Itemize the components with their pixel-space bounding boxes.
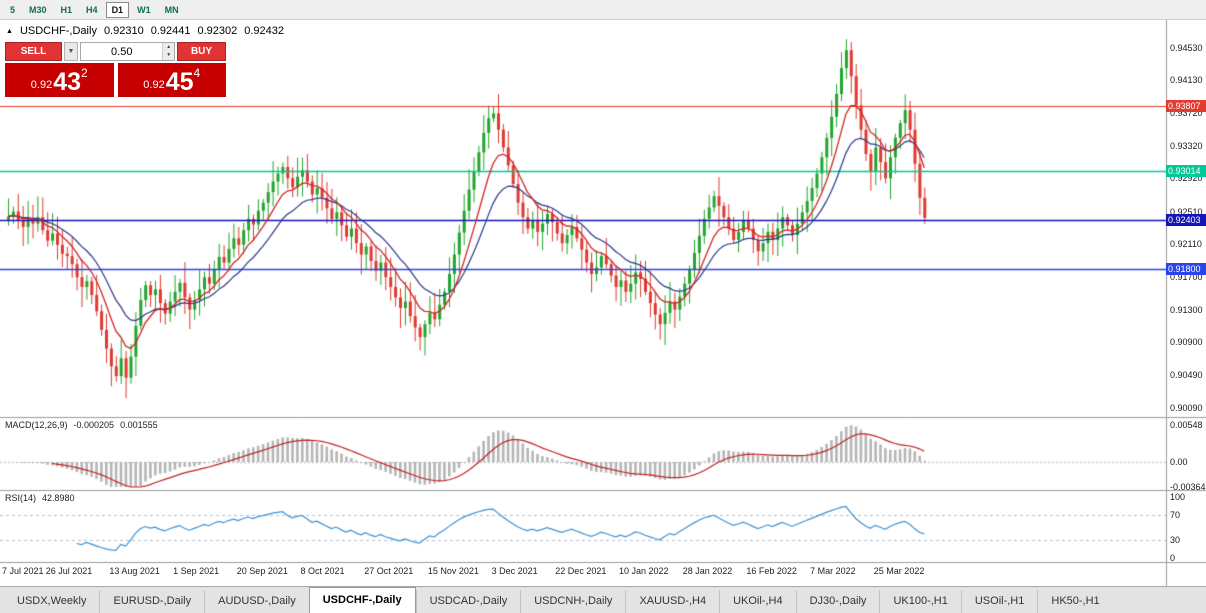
timeframe-button-5[interactable]: 5 bbox=[4, 2, 21, 18]
volume-stepper-up[interactable]: ▲ bbox=[163, 43, 174, 52]
rsi-axis-label: 30 bbox=[1170, 534, 1181, 545]
order-options-dropdown[interactable]: ▼ bbox=[64, 42, 78, 61]
ohlc-close: 0.92432 bbox=[244, 25, 284, 37]
date-label: 15 Nov 2021 bbox=[427, 566, 479, 576]
rsi-axis-label: 0 bbox=[1170, 553, 1176, 563]
ohlc-high: 0.92441 bbox=[150, 25, 191, 37]
price-axis-label: 0.94530 bbox=[1170, 42, 1203, 53]
sell-price-big: 43 bbox=[53, 68, 82, 97]
volume-stepper: ▲ ▼ bbox=[162, 43, 174, 60]
macd-signal-value: 0.001555 bbox=[120, 420, 158, 430]
date-label: 22 Dec 2021 bbox=[555, 566, 607, 576]
rsi-value: 42.8980 bbox=[42, 493, 75, 503]
timeframe-bar: 5 M30 H1 H4 D1 W1 MN bbox=[0, 0, 1206, 20]
chevron-down-icon: ▼ bbox=[67, 48, 75, 55]
date-label: 10 Jan 2022 bbox=[619, 566, 669, 576]
rsi-axis-label: 70 bbox=[1170, 510, 1181, 521]
timeframe-button-w1[interactable]: W1 bbox=[131, 2, 157, 18]
chart-tab-eurusd-daily[interactable]: EURUSD-,Daily bbox=[99, 590, 204, 613]
timeframe-button-h4[interactable]: H4 bbox=[80, 2, 104, 18]
chart-tab-dj30-daily[interactable]: DJ30-,Daily bbox=[795, 590, 880, 613]
date-label: 7 Jul 2021 bbox=[2, 566, 44, 576]
buy-button[interactable]: BUY bbox=[177, 42, 226, 61]
macd-axis-label: 0.00548 bbox=[1170, 419, 1203, 430]
macd-indicator-label: MACD(12,26,9) -0.000205 0.001555 bbox=[5, 420, 158, 430]
price-line-label: 0.92403 bbox=[1166, 214, 1206, 227]
timeframe-button-d1[interactable]: D1 bbox=[105, 1, 130, 18]
macd-title-text: MACD(12,26,9) bbox=[5, 420, 68, 430]
chart-tab-usoil-h1[interactable]: USOil-,H1 bbox=[960, 590, 1038, 613]
timeframe-button-mn[interactable]: MN bbox=[159, 2, 185, 18]
price-axis-label: 0.90490 bbox=[1170, 370, 1203, 381]
chart-tab-bar: USDX,Weekly EURUSD-,Daily AUDUSD-,Daily USD… bbox=[0, 586, 1206, 613]
symbol-header: ▲ USDCHF-,Daily 0.92310 0.92441 0.92302 … bbox=[6, 25, 284, 37]
price-axis-label: 0.91300 bbox=[1170, 304, 1203, 315]
sell-price-box[interactable]: 0.92 43 2 bbox=[5, 63, 114, 97]
macd-value: -0.000205 bbox=[73, 420, 115, 430]
date-label: 26 Jul 2021 bbox=[45, 566, 93, 576]
date-label: 20 Sep 2021 bbox=[236, 566, 288, 576]
price-line-label: 0.91800 bbox=[1166, 263, 1206, 276]
price-line-label: 0.93014 bbox=[1166, 164, 1206, 177]
sell-price-prefix: 0.92 bbox=[30, 79, 53, 92]
volume-input[interactable] bbox=[81, 43, 163, 60]
ohlc-low: 0.92302 bbox=[197, 25, 238, 37]
buy-price-sup: 4 bbox=[193, 66, 201, 80]
date-label: 8 Oct 2021 bbox=[300, 566, 345, 576]
rsi-title-text: RSI(14) bbox=[5, 493, 37, 503]
date-label: 27 Oct 2021 bbox=[364, 566, 414, 576]
price-axis-label: 0.90900 bbox=[1170, 337, 1203, 348]
price-axis-label: 0.92510 bbox=[1170, 206, 1203, 217]
date-label: 3 Dec 2021 bbox=[491, 566, 538, 576]
price-axis-label: 0.94130 bbox=[1170, 75, 1203, 86]
chart-tab-usdcnh-daily[interactable]: USDCNH-,Daily bbox=[520, 590, 625, 613]
chart-tab-usdchf-daily[interactable]: USDCHF-,Daily bbox=[308, 587, 416, 613]
timeframe-button-h1[interactable]: H1 bbox=[55, 2, 79, 18]
one-click-trade-panel: SELL ▼ ▲ ▼ BUY 0.92 43 2 0.92 45 bbox=[5, 42, 226, 97]
chart-tab-usdx-weekly[interactable]: USDX,Weekly bbox=[17, 595, 87, 607]
price-axis-label: 0.93720 bbox=[1170, 108, 1203, 119]
sell-button[interactable]: SELL bbox=[5, 42, 62, 61]
price-axis-label: 0.92110 bbox=[1170, 238, 1202, 249]
volume-control: ▲ ▼ bbox=[80, 42, 175, 61]
macd-axis-label: -0.00364 bbox=[1170, 481, 1206, 492]
chart-region: ▲ USDCHF-,Daily 0.92310 0.92441 0.92302 … bbox=[0, 20, 1206, 586]
macd-axis-label: 0.00 bbox=[1170, 457, 1188, 467]
rsi-indicator-label: RSI(14) 42.8980 bbox=[5, 493, 75, 503]
chart-tab-uk100-h1[interactable]: UK100-,H1 bbox=[879, 590, 960, 613]
date-label: 25 Mar 2022 bbox=[873, 566, 925, 576]
price-axis-label: 0.90090 bbox=[1170, 402, 1203, 413]
chart-tab-xauusd-h4[interactable]: XAUUSD-,H4 bbox=[625, 590, 719, 613]
buy-price-prefix: 0.92 bbox=[143, 79, 165, 92]
sell-price-sup: 2 bbox=[81, 66, 88, 80]
symbol-marker-icon: ▲ bbox=[6, 27, 13, 35]
buy-price-big: 45 bbox=[165, 68, 194, 97]
symbol-name: USDCHF-,Daily bbox=[19, 25, 97, 37]
date-label: 1 Sep 2021 bbox=[173, 566, 220, 576]
price-axis-label: 0.91700 bbox=[1170, 272, 1203, 283]
date-label: 7 Mar 2022 bbox=[810, 566, 856, 576]
ohlc-open: 0.92310 bbox=[103, 25, 144, 37]
rsi-axis-label: 100 bbox=[1170, 492, 1186, 502]
trade-panel-controls: SELL ▼ ▲ ▼ BUY bbox=[5, 42, 226, 61]
volume-stepper-down[interactable]: ▼ bbox=[163, 51, 174, 60]
chart-tab-hk50-h1[interactable]: HK50-,H1 bbox=[1037, 590, 1112, 613]
price-line-label: 0.93807 bbox=[1166, 100, 1206, 113]
price-axis-label: 0.93320 bbox=[1170, 140, 1203, 151]
chart-tab-audusd-daily[interactable]: AUDUSD-,Daily bbox=[204, 590, 309, 613]
chart-tab-usdcad-daily[interactable]: USDCAD-,Daily bbox=[415, 590, 521, 613]
date-label: 13 Aug 2021 bbox=[109, 566, 160, 576]
timeframe-button-m30[interactable]: M30 bbox=[23, 2, 53, 18]
date-label: 28 Jan 2022 bbox=[682, 566, 733, 576]
trade-panel-prices: 0.92 43 2 0.92 45 4 bbox=[5, 63, 226, 97]
price-axis-label: 0.92920 bbox=[1170, 173, 1203, 184]
price-chart-canvas[interactable] bbox=[0, 20, 1206, 586]
buy-price-box[interactable]: 0.92 45 4 bbox=[117, 63, 226, 97]
chart-tab-ukoil-h4[interactable]: UKOil-,H4 bbox=[719, 590, 796, 613]
date-label: 16 Feb 2022 bbox=[746, 566, 797, 576]
